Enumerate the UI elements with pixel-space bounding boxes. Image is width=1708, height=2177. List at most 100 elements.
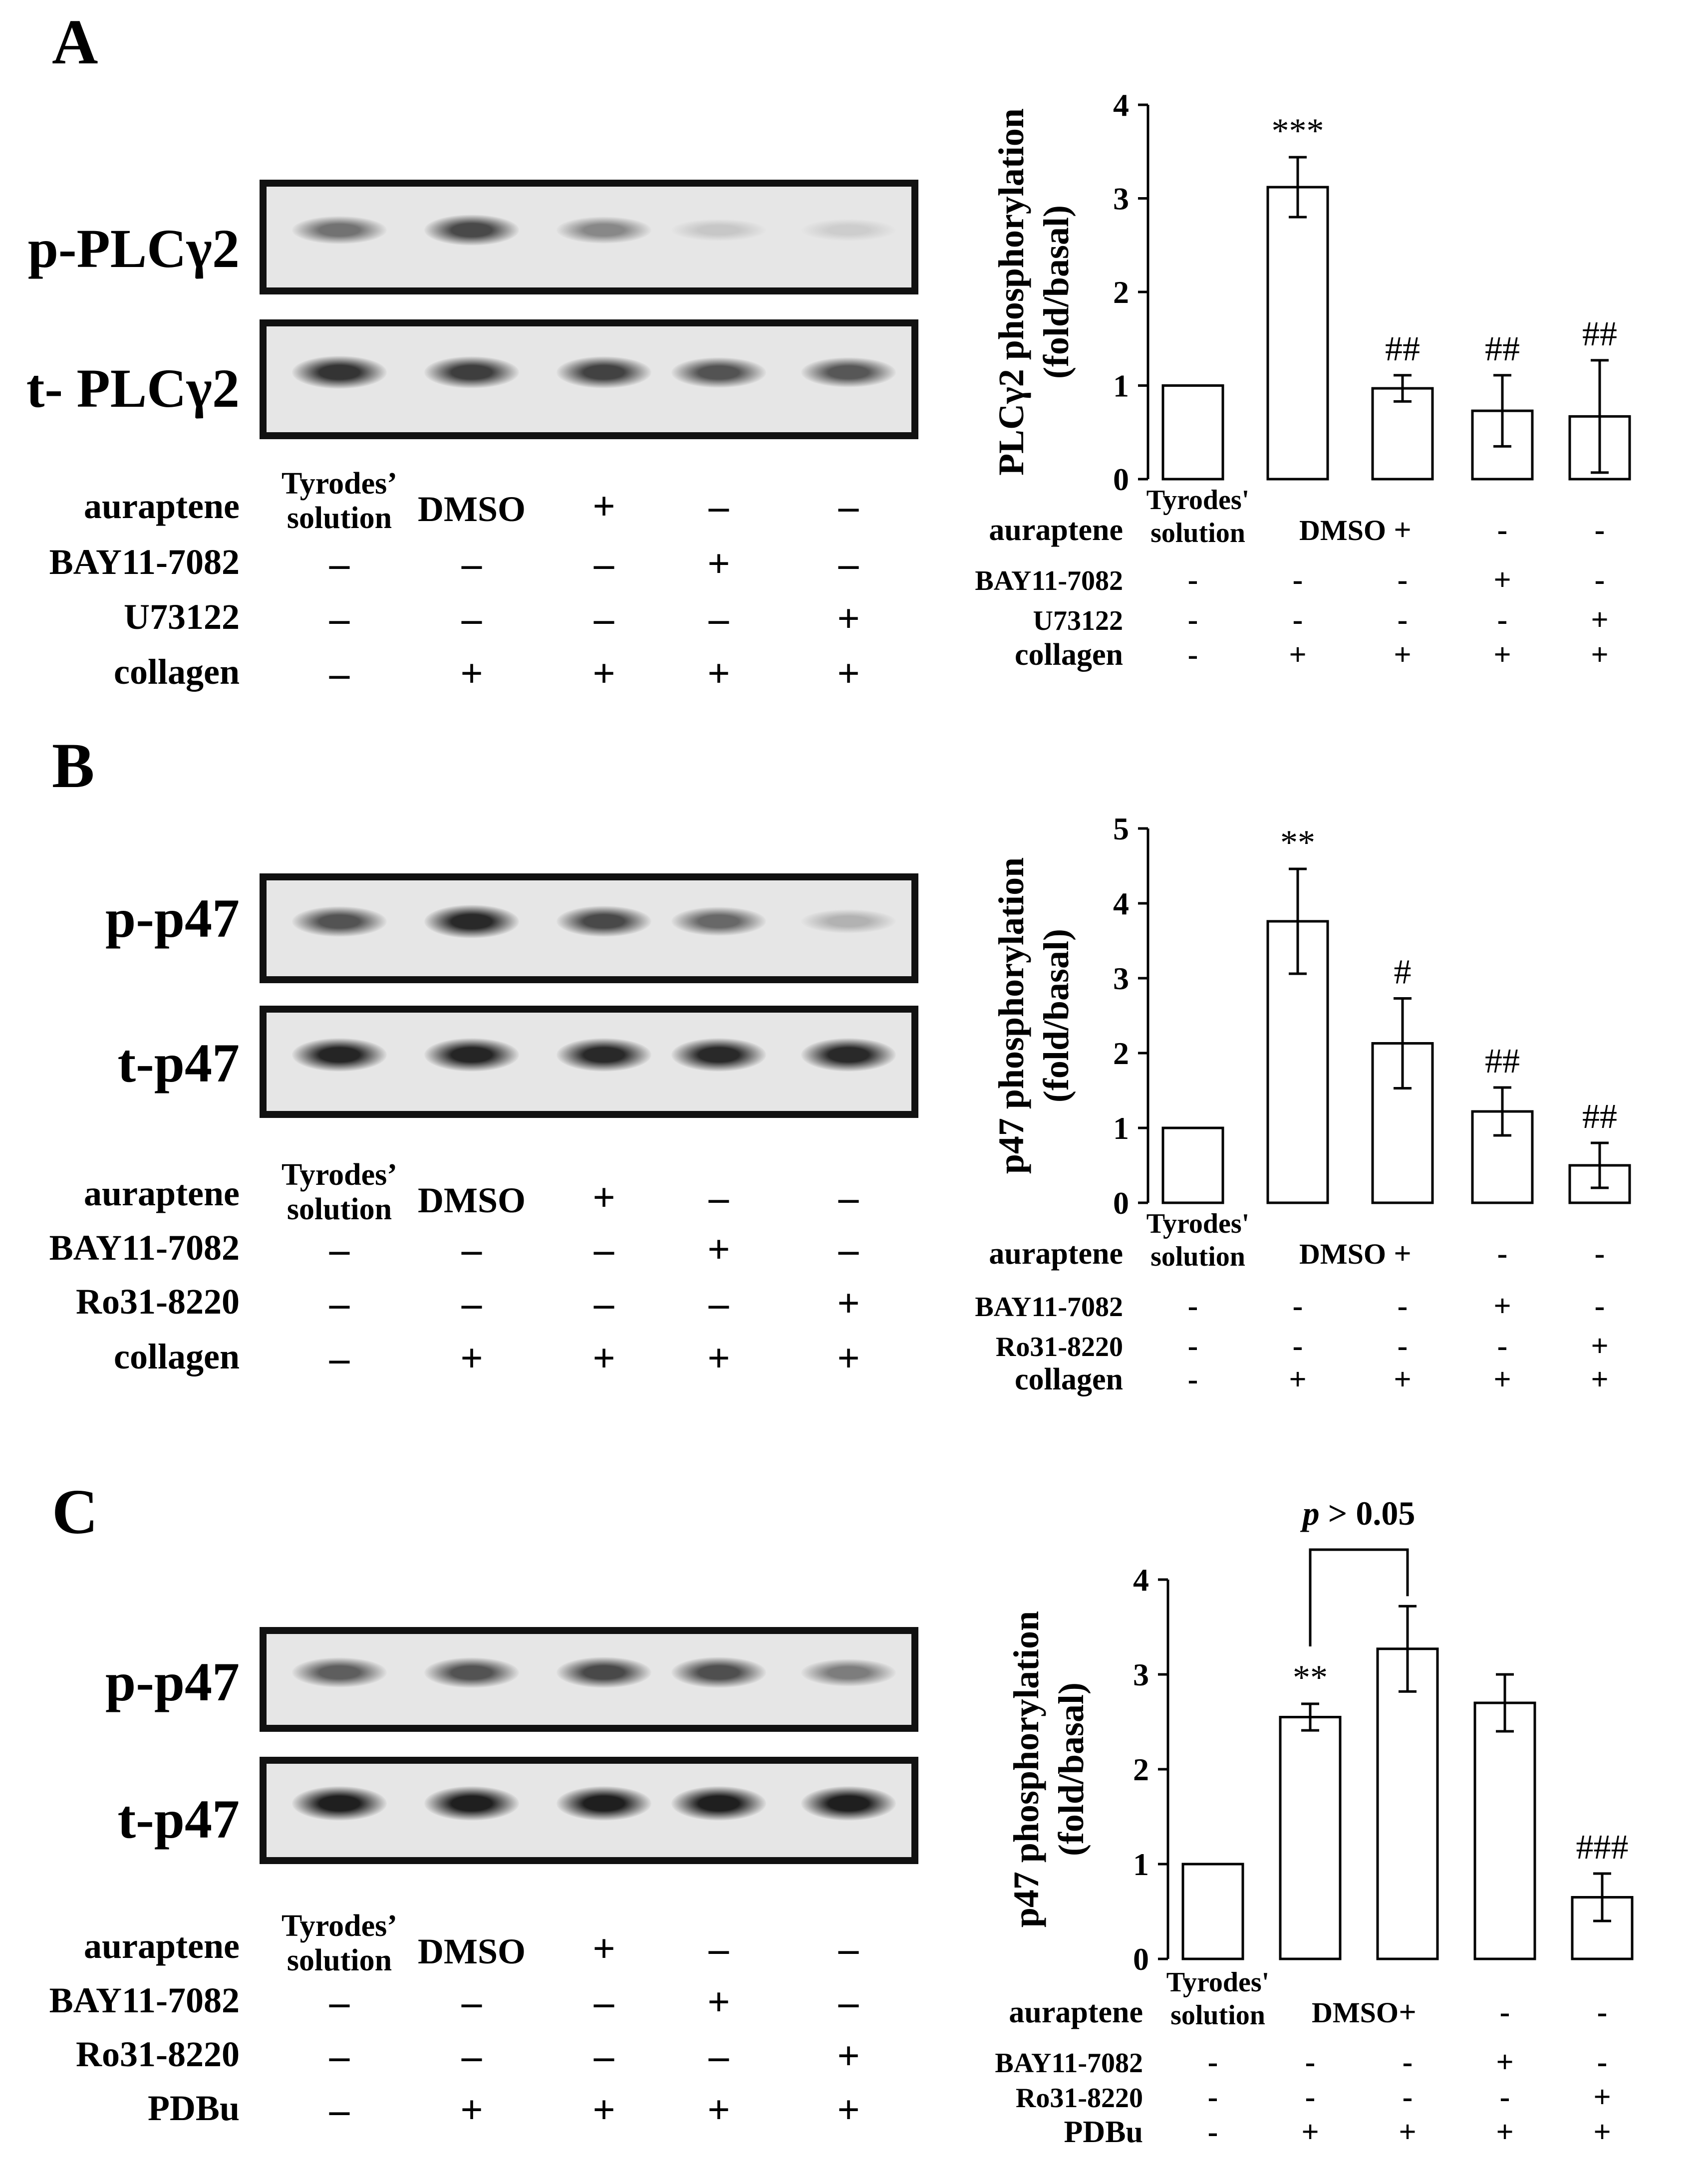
blot-band [801,909,896,933]
y-tick-label: 0 [1133,1941,1149,1977]
western-blot-c: p-p47 t-p47 auraptene BAY11-7082 Ro31-82… [0,1462,948,2175]
chart-condition-label: Tyrodes' solution [1146,1208,1249,1272]
blot-band [671,219,766,242]
blot-condition-symbol: + [592,1176,615,1220]
blot-label-phospho: p-p47 [105,888,240,949]
chart-row-label: auraptene [989,513,1123,547]
significance-label: ## [1485,330,1520,368]
blot-condition-symbol: – [462,2034,482,2078]
blot-condition-symbol: – [462,597,482,641]
blot-condition-symbol: – [709,485,729,529]
blot-condition-symbol: – [594,1980,614,2024]
chart-condition-label: DMSO [1312,1996,1399,2029]
y-tick-label: 1 [1113,368,1129,404]
blot-condition-symbol: + [707,652,730,696]
blot-box-total [260,319,918,439]
blot-condition-symbol: + [592,2088,615,2132]
bracket-label: p > 0.05 [1300,1494,1416,1532]
chart-row-label: auraptene [1009,1995,1143,2029]
blot-condition-symbol: – [329,597,349,641]
blot-band [557,1038,651,1072]
blot-band [557,1656,651,1688]
blot-condition-label: DMSO [418,489,526,529]
blot-condition-label: Tyrodes’ solution [282,1158,397,1227]
bar-chart-svg: 0 1 2 3 4 5 p47 phosphorylation (fold/basal) ** #… [975,811,1631,1396]
chart-condition-symbol: - [1500,1995,1510,2029]
chart-condition-symbol: - [1188,1362,1198,1396]
chart-condition-symbol: - [1497,513,1508,547]
chart-condition-symbol: + [1496,2045,1513,2079]
chart-row-label: BAY11-7082 [995,2048,1143,2079]
blot-condition-symbol: – [329,1228,349,1272]
chart-condition-symbol: - [1305,2045,1316,2079]
chart-condition-symbol: - [1398,1289,1408,1323]
y-tick-label: 5 [1113,811,1129,846]
significance-label: ### [1576,1828,1629,1867]
chart-condition-symbol: - [1597,1995,1608,2029]
significance-label: ## [1582,315,1617,353]
blot-band [424,356,519,388]
panel-b: B p-p47 t-p47 auraptene BAY11-7082 Ro31-… [0,724,1708,1462]
chart-condition-symbol: + [1394,513,1411,547]
y-tick-label: 3 [1113,961,1129,996]
significance-label: ** [1293,1658,1328,1697]
y-tick-label: 1 [1133,1847,1149,1882]
blot-band [292,216,387,245]
chart-condition-symbol: - [1595,563,1605,597]
blot-band [424,1657,519,1688]
chart-condition-symbol: + [1289,1362,1306,1396]
chart-row-label: collagen [1015,638,1123,672]
blot-condition-symbol: – [839,1980,858,2024]
blot-condition-symbol: – [329,2034,349,2078]
y-tick-label: 4 [1113,87,1129,123]
blot-condition-symbol: + [460,2088,483,2132]
blot-condition-symbol: – [594,1228,614,1272]
blot-band [557,356,651,388]
blot-condition-symbol: – [709,2034,729,2078]
chart-condition-symbol: - [1398,1329,1408,1363]
chart-condition-label: Tyrodes' solution [1146,485,1249,548]
significance-label: ## [1485,1042,1520,1081]
chart-row-label: PDBu [1064,2115,1143,2149]
blot-label-total: t-p47 [117,1033,240,1093]
y-tick-label: 2 [1113,274,1129,310]
chart-condition-symbol: - [1497,603,1508,637]
chart-condition-symbol: - [1595,513,1605,547]
blot-row-label: U73122 [124,597,240,637]
blot-condition-label: Tyrodes’ solution [282,1909,397,1978]
chart-row-label: Ro31-8220 [996,1332,1123,1362]
chart-condition-symbol: - [1497,1329,1508,1363]
blot-condition-symbol: – [462,1228,482,1272]
blot-row-label: collagen [114,1337,240,1376]
chart-condition-symbol: - [1293,563,1303,597]
significance-label: *** [1272,112,1324,150]
blot-condition-symbol: – [709,1176,729,1220]
blot-band [671,1657,766,1688]
blot-condition-label: DMSO [418,1180,526,1220]
chart-condition-label: DMSO [1299,1238,1386,1270]
chart-condition-symbol: - [1208,2115,1218,2149]
blot-label-total: t- PLCγ2 [26,358,240,419]
blot-label-phospho: p-p47 [105,1651,240,1712]
chart-condition-symbol: + [1493,638,1511,672]
chart-condition-symbol: - [1500,2080,1510,2114]
blot-band [801,357,896,388]
blot-condition-symbol: + [707,2088,730,2132]
blot-condition-symbol: – [329,1980,349,2024]
chart-row-label: collagen [1015,1362,1123,1396]
chart-condition-label: DMSO [1299,514,1386,546]
blot-box-phospho [260,1627,918,1732]
significance-label: ## [1582,1097,1617,1136]
blot-condition-symbol: – [709,1282,729,1326]
blot-box-total [260,1757,918,1864]
blot-condition-symbol: + [837,2088,860,2132]
chart-row-label: auraptene [989,1237,1123,1271]
chart-condition-label: Tyrodes' solution [1166,1967,1269,2031]
y-tick-label: 0 [1113,1185,1129,1221]
chart-condition-symbol: - [1208,2045,1218,2079]
bar-chart-svg: 0 1 2 3 4 PLCγ2 phosphorylation (fold/basal) **… [975,87,1631,672]
blot-condition-symbol: + [460,652,483,696]
blot-condition-symbol: + [707,1228,730,1272]
chart-condition-symbol: - [1403,2045,1413,2079]
chart-condition-symbol: - [1188,638,1198,672]
